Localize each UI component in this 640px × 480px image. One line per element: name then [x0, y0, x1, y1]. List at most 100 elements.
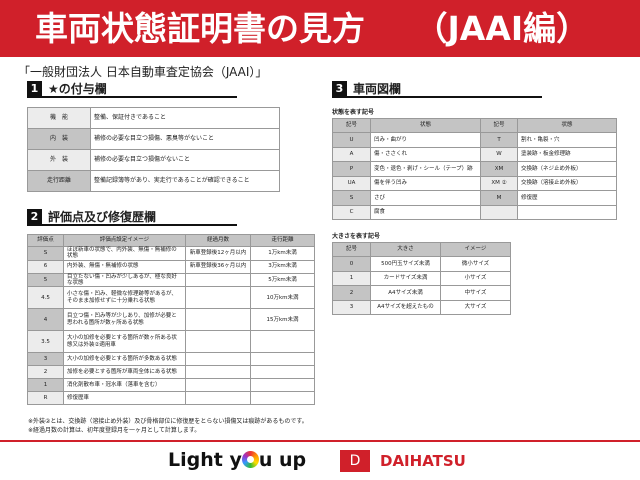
table-row: 3 大小の加修を必要とする箇所が多数ある状態 [27, 352, 315, 367]
table-cell: 交換跡（ネジ止め外板） [517, 161, 617, 177]
table-cell: さび [370, 190, 481, 206]
table-row: 1 消化剤散布車・冠水車（落車を含む） [27, 378, 315, 393]
table-row: 2 加修を必要とする箇所が車両全体にある状態 [27, 365, 315, 380]
table-cell: 内外装、無傷・無補修の状態 [63, 259, 186, 274]
table-cell: 状態 [517, 118, 617, 133]
table-cell [185, 391, 251, 406]
section3-header: 3 車両図欄 [332, 81, 542, 98]
table-cell: 修復歴 [517, 190, 617, 206]
table-cell: 目立つ傷・凹み等が少しあり、加修が必要と思われる箇所が数ヶ所ある状態 [63, 308, 186, 332]
table-row: 機 能整備、保証付きであること [27, 107, 280, 129]
table-row: 2 A4サイズ未満 中サイズ [332, 285, 511, 301]
table-cell: 記号 [332, 242, 371, 257]
table-cell: 1万km未満 [250, 246, 315, 261]
table-cell: 大きさ [370, 242, 441, 257]
size-symbol-table: 記号 大きさ イメージ 0 500円玉サイズ未満 微小サイズ 1 カードサイズ未満 小サイズ 2 A… [332, 242, 511, 315]
table-cell: 補修の必要な目立つ損傷、悪臭等がないこと [90, 128, 280, 150]
table-cell: 整備、保証付きであること [90, 107, 280, 129]
table-cell: 経過月数 [185, 234, 251, 247]
note: ※外装②とは、交換跡（溶接止め外装）及び骨格部位に修復歴をとらない損傷又は痕跡が… [28, 418, 308, 425]
table-cell: A [332, 146, 371, 162]
table-cell: 3万km未満 [250, 259, 315, 274]
table-cell: 2 [27, 365, 64, 380]
section-title: ★の付与欄 [48, 82, 107, 96]
table-cell: 2 [332, 285, 371, 301]
table-cell [185, 365, 251, 380]
table-cell: 目立たない傷・凹みが少しあるが、極な良好な状態 [63, 272, 186, 288]
table-cell: 変色・退色・剥げ・シール（テープ）跡 [370, 161, 481, 177]
table-cell [185, 308, 251, 332]
table-cell: 3.5 [27, 330, 64, 354]
table-cell: 500円玉サイズ未満 [370, 256, 441, 272]
table-cell: 新車登録後12ヶ月以内 [185, 246, 251, 261]
table-cell: R [27, 391, 64, 406]
rainbow-o-icon [241, 451, 259, 468]
table-cell: 外 装 [27, 149, 91, 171]
table-header-row: 記号 大きさ イメージ [332, 242, 511, 257]
table-row: P 変色・退色・剥げ・シール（テープ）跡 XM 交換跡（ネジ止め外板） [332, 161, 617, 177]
table-cell: 5万km未満 [250, 272, 315, 288]
table-cell: A4サイズ未満 [370, 285, 441, 301]
table-cell [185, 272, 251, 288]
table-cell [250, 365, 315, 380]
table-row: 1 カードサイズ未満 小サイズ [332, 270, 511, 286]
table-cell: 小サイズ [440, 270, 511, 286]
table-cell: S [27, 246, 64, 261]
table-row: 3.5 大小の加修を必要とする箇所が数ヶ所ある状態又は外装②適用車 [27, 330, 315, 354]
table-row: 0 500円玉サイズ未満 微小サイズ [332, 256, 511, 272]
table-row: R 修復歴車 [27, 391, 315, 406]
section1-header: 1 ★の付与欄 [27, 81, 237, 98]
table-cell: 1 [27, 378, 64, 393]
table-cell: 腐食 [370, 204, 481, 220]
daihatsu-logo-icon: D [340, 450, 370, 472]
table-row: 外 装補修の必要な目立つ損傷がないこと [27, 149, 280, 171]
table-row: 3 A4サイズを超えたもの 大サイズ [332, 299, 511, 315]
table-row: 6 内外装、無傷・無補修の状態 新車登録後36ヶ月以内 3万km未満 [27, 259, 315, 274]
table-cell: UA [332, 175, 371, 191]
table-row: A 傷・ささくれ W 塗装跡・板金修理跡 [332, 146, 617, 162]
table-cell: 機 能 [27, 107, 91, 129]
table-cell: 修復歴車 [63, 391, 186, 406]
table-cell: 記号 [480, 118, 518, 133]
table-row: 内 装補修の必要な目立つ損傷、悪臭等がないこと [27, 128, 280, 150]
table-cell: T [480, 132, 518, 148]
section-number: 2 [27, 209, 42, 224]
table-cell: 新車登録後36ヶ月以内 [185, 259, 251, 274]
table-cell: 3 [27, 352, 64, 367]
table-row: 4.5 小さな傷・凹み、軽微な修理跡等があるが、そのまま加修せずに十分乗れる状態 1… [27, 286, 315, 310]
table-cell: XM [480, 161, 518, 177]
table-cell: 凹み・曲がり [370, 132, 481, 148]
section-number: 1 [27, 81, 42, 96]
table-cell: XM ② [480, 175, 518, 191]
table-cell: 交換跡（溶接止め外板） [517, 175, 617, 191]
table-cell: 0 [332, 256, 371, 272]
star-table: 機 能整備、保証付きであること内 装補修の必要な目立つ損傷、悪臭等がないこと外 … [27, 107, 280, 192]
table-cell: W [480, 146, 518, 162]
table-cell: イメージ [440, 242, 511, 257]
table-cell: 大小の加修を必要とする箇所が数ヶ所ある状態又は外装②適用車 [63, 330, 186, 354]
table-row: 走行距離 整備記録簿等があり、実走行であることが確認できること [27, 170, 280, 192]
table-cell [185, 286, 251, 310]
table-cell: 状態 [370, 118, 481, 133]
table-cell: 大小の加修を必要とする箇所が多数ある状態 [63, 352, 186, 367]
section2-header: 2 評価点及び修復歴欄 [27, 209, 237, 226]
table-cell: S [332, 190, 371, 206]
table-header-row: 評価点 評価点設定イメージ 経過月数 走行距離 [27, 234, 315, 247]
table-cell: C [332, 204, 371, 220]
table-cell: 走行距離 [250, 234, 315, 247]
table-row: 5 目立たない傷・凹みが少しあるが、極な良好な状態 5万km未満 [27, 272, 315, 288]
state-caption: 状態を表す記号 [332, 109, 375, 116]
table-cell: M [480, 190, 518, 206]
table-cell: 傷を伴う凹み [370, 175, 481, 191]
table-cell: U [332, 132, 371, 148]
table-cell: 内 装 [27, 128, 91, 150]
table-cell: 傷・ささくれ [370, 146, 481, 162]
subtitle: 「一般財団法人 日本自動車査定協会（JAAI）」 [18, 65, 268, 79]
brand-name: DAIHATSU [380, 452, 466, 470]
table-header-row: 記号 状態 記号 状態 [332, 118, 617, 133]
state-symbol-table: 記号 状態 記号 状態 U 凹み・曲がり T 割れ・亀裂・穴 A 傷・ささくれ W 塗装跡・板金修理跡… [332, 118, 617, 220]
table-cell: P [332, 161, 371, 177]
table-row: C 腐食 [332, 204, 617, 220]
table-cell [185, 352, 251, 367]
